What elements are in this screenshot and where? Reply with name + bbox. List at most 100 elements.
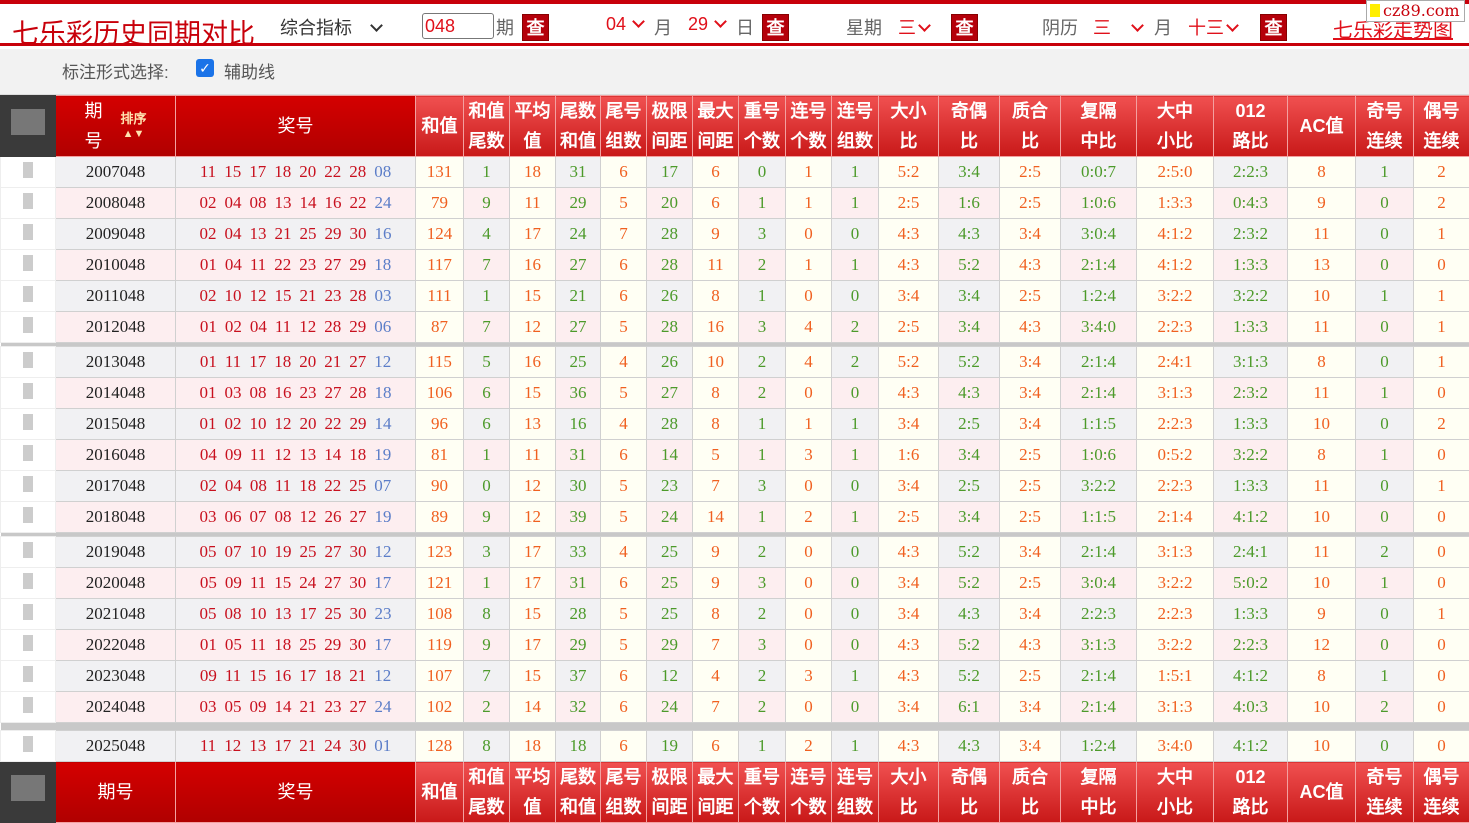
- stat-cell-18: 0: [1356, 250, 1414, 281]
- blue-ball-number: 18: [374, 255, 391, 274]
- blue-ball-number: 06: [374, 317, 391, 336]
- stat-cell-9: 0: [786, 568, 832, 599]
- weekday-select[interactable]: 三: [898, 14, 933, 40]
- stat-cell-3: 15: [510, 378, 556, 409]
- header-label: 质合比: [1010, 96, 1050, 156]
- header-10: 重号个数: [739, 96, 786, 157]
- red-ball-number: 17: [274, 736, 291, 755]
- red-ball-number: 29: [324, 635, 341, 654]
- lunar-month-select[interactable]: 三: [1093, 14, 1146, 40]
- stat-cell-3: 13: [510, 409, 556, 440]
- stat-cell-9: 0: [786, 537, 832, 568]
- stat-cell-16: 2:3:2: [1214, 378, 1288, 409]
- stat-cell-7: 7: [693, 630, 739, 661]
- period-input[interactable]: 048: [422, 13, 494, 39]
- stat-cell-12: 5:2: [939, 630, 1000, 661]
- month-select[interactable]: 04: [606, 14, 647, 35]
- stat-cell-13: 2:5: [1000, 281, 1061, 312]
- stat-cell-19: 0: [1414, 661, 1469, 692]
- stat-cell-3: 12: [510, 312, 556, 343]
- search-weekday-button[interactable]: 查: [951, 14, 978, 41]
- stat-cell-1: 119: [416, 630, 464, 661]
- stat-cell-7: 9: [693, 537, 739, 568]
- stat-cell-1: 108: [416, 599, 464, 630]
- stat-cell-9: 0: [786, 219, 832, 250]
- red-ball-number: 07: [250, 507, 267, 526]
- lunar-day-select[interactable]: 十三: [1188, 14, 1241, 40]
- red-ball-number: 12: [274, 445, 291, 464]
- period-cell: 2020048: [56, 568, 176, 599]
- red-ball-number: 17: [299, 666, 316, 685]
- header-label: 比: [1021, 797, 1039, 817]
- page-title: 七乐彩历史同期对比: [12, 12, 255, 51]
- stat-cell-7: 9: [693, 568, 739, 599]
- header-1[interactable]: 期号排序▲▼: [56, 96, 176, 157]
- stat-cell-9: 0: [786, 281, 832, 312]
- red-ball-number: 16: [274, 666, 291, 685]
- stat-cell-14: 1:0:6: [1061, 188, 1137, 219]
- stat-cell-14: 3:1:3: [1061, 630, 1137, 661]
- thumbnail-cell: [1, 250, 56, 281]
- stat-cell-19: 1: [1414, 471, 1469, 502]
- indicator-select[interactable]: 综合指标: [280, 14, 385, 40]
- stat-cell-12: 3:4: [939, 281, 1000, 312]
- stat-cell-3: 15: [510, 599, 556, 630]
- lunar-month-label: 月: [1154, 14, 1172, 40]
- red-ball-number: 17: [249, 352, 266, 371]
- stat-cell-10: 0: [832, 471, 879, 502]
- red-ball-number: 23: [325, 697, 342, 716]
- period-cell: 2007048: [56, 157, 176, 188]
- header-label: 组数: [837, 797, 873, 817]
- period-cell: 2013048: [56, 347, 176, 378]
- red-ball-number: 22: [274, 255, 291, 274]
- blurred-image-icon: [23, 542, 33, 558]
- stat-cell-14: 2:1:4: [1061, 537, 1137, 568]
- search-period-button[interactable]: 查: [522, 14, 549, 41]
- red-ball-number: 25: [299, 635, 316, 654]
- blurred-image-icon: [23, 635, 33, 651]
- stat-cell-3: 14: [510, 692, 556, 723]
- stat-cell-16: 2:2:3: [1214, 630, 1288, 661]
- red-ball-number: 11: [250, 573, 266, 592]
- red-ball-number: 24: [324, 736, 341, 755]
- day-select[interactable]: 29: [688, 14, 729, 35]
- header-9: 最大间距: [693, 762, 739, 823]
- header-17: 大中小比: [1137, 762, 1214, 823]
- red-ball-number: 27: [350, 507, 367, 526]
- thumbnail-cell: [1, 568, 56, 599]
- search-date-button[interactable]: 查: [762, 14, 789, 41]
- stat-cell-18: 0: [1356, 471, 1414, 502]
- sort-button[interactable]: 排序▲▼: [120, 112, 146, 141]
- stat-cell-9: 3: [786, 440, 832, 471]
- stat-cell-19: 1: [1414, 347, 1469, 378]
- header-15: 质合比: [1000, 762, 1061, 823]
- stat-cell-9: 1: [786, 188, 832, 219]
- stat-cell-2: 7: [464, 661, 510, 692]
- header-label: 连号: [791, 767, 827, 787]
- site-badge[interactable]: cz89.com: [1366, 0, 1465, 22]
- thumbnail-cell: [1, 347, 56, 378]
- header-3: 和值: [416, 762, 464, 823]
- red-ball-number: 18: [324, 666, 341, 685]
- blue-ball-number: 19: [375, 507, 392, 526]
- guideline-checkbox[interactable]: ✓: [196, 59, 214, 77]
- header-label: 个数: [744, 797, 780, 817]
- red-ball-number: 05: [225, 635, 242, 654]
- red-ball-number: 02: [200, 286, 217, 305]
- stat-cell-4: 28: [556, 599, 601, 630]
- stat-cell-12: 2:5: [939, 409, 1000, 440]
- red-ball-number: 25: [325, 604, 342, 623]
- stat-cell-2: 2: [464, 692, 510, 723]
- stat-cell-4: 31: [556, 157, 601, 188]
- red-ball-number: 17: [300, 604, 317, 623]
- header-2: 奖号: [176, 96, 416, 157]
- stat-cell-1: 121: [416, 568, 464, 599]
- search-lunar-button[interactable]: 查: [1260, 14, 1287, 41]
- stat-cell-13: 2:5: [1000, 188, 1061, 219]
